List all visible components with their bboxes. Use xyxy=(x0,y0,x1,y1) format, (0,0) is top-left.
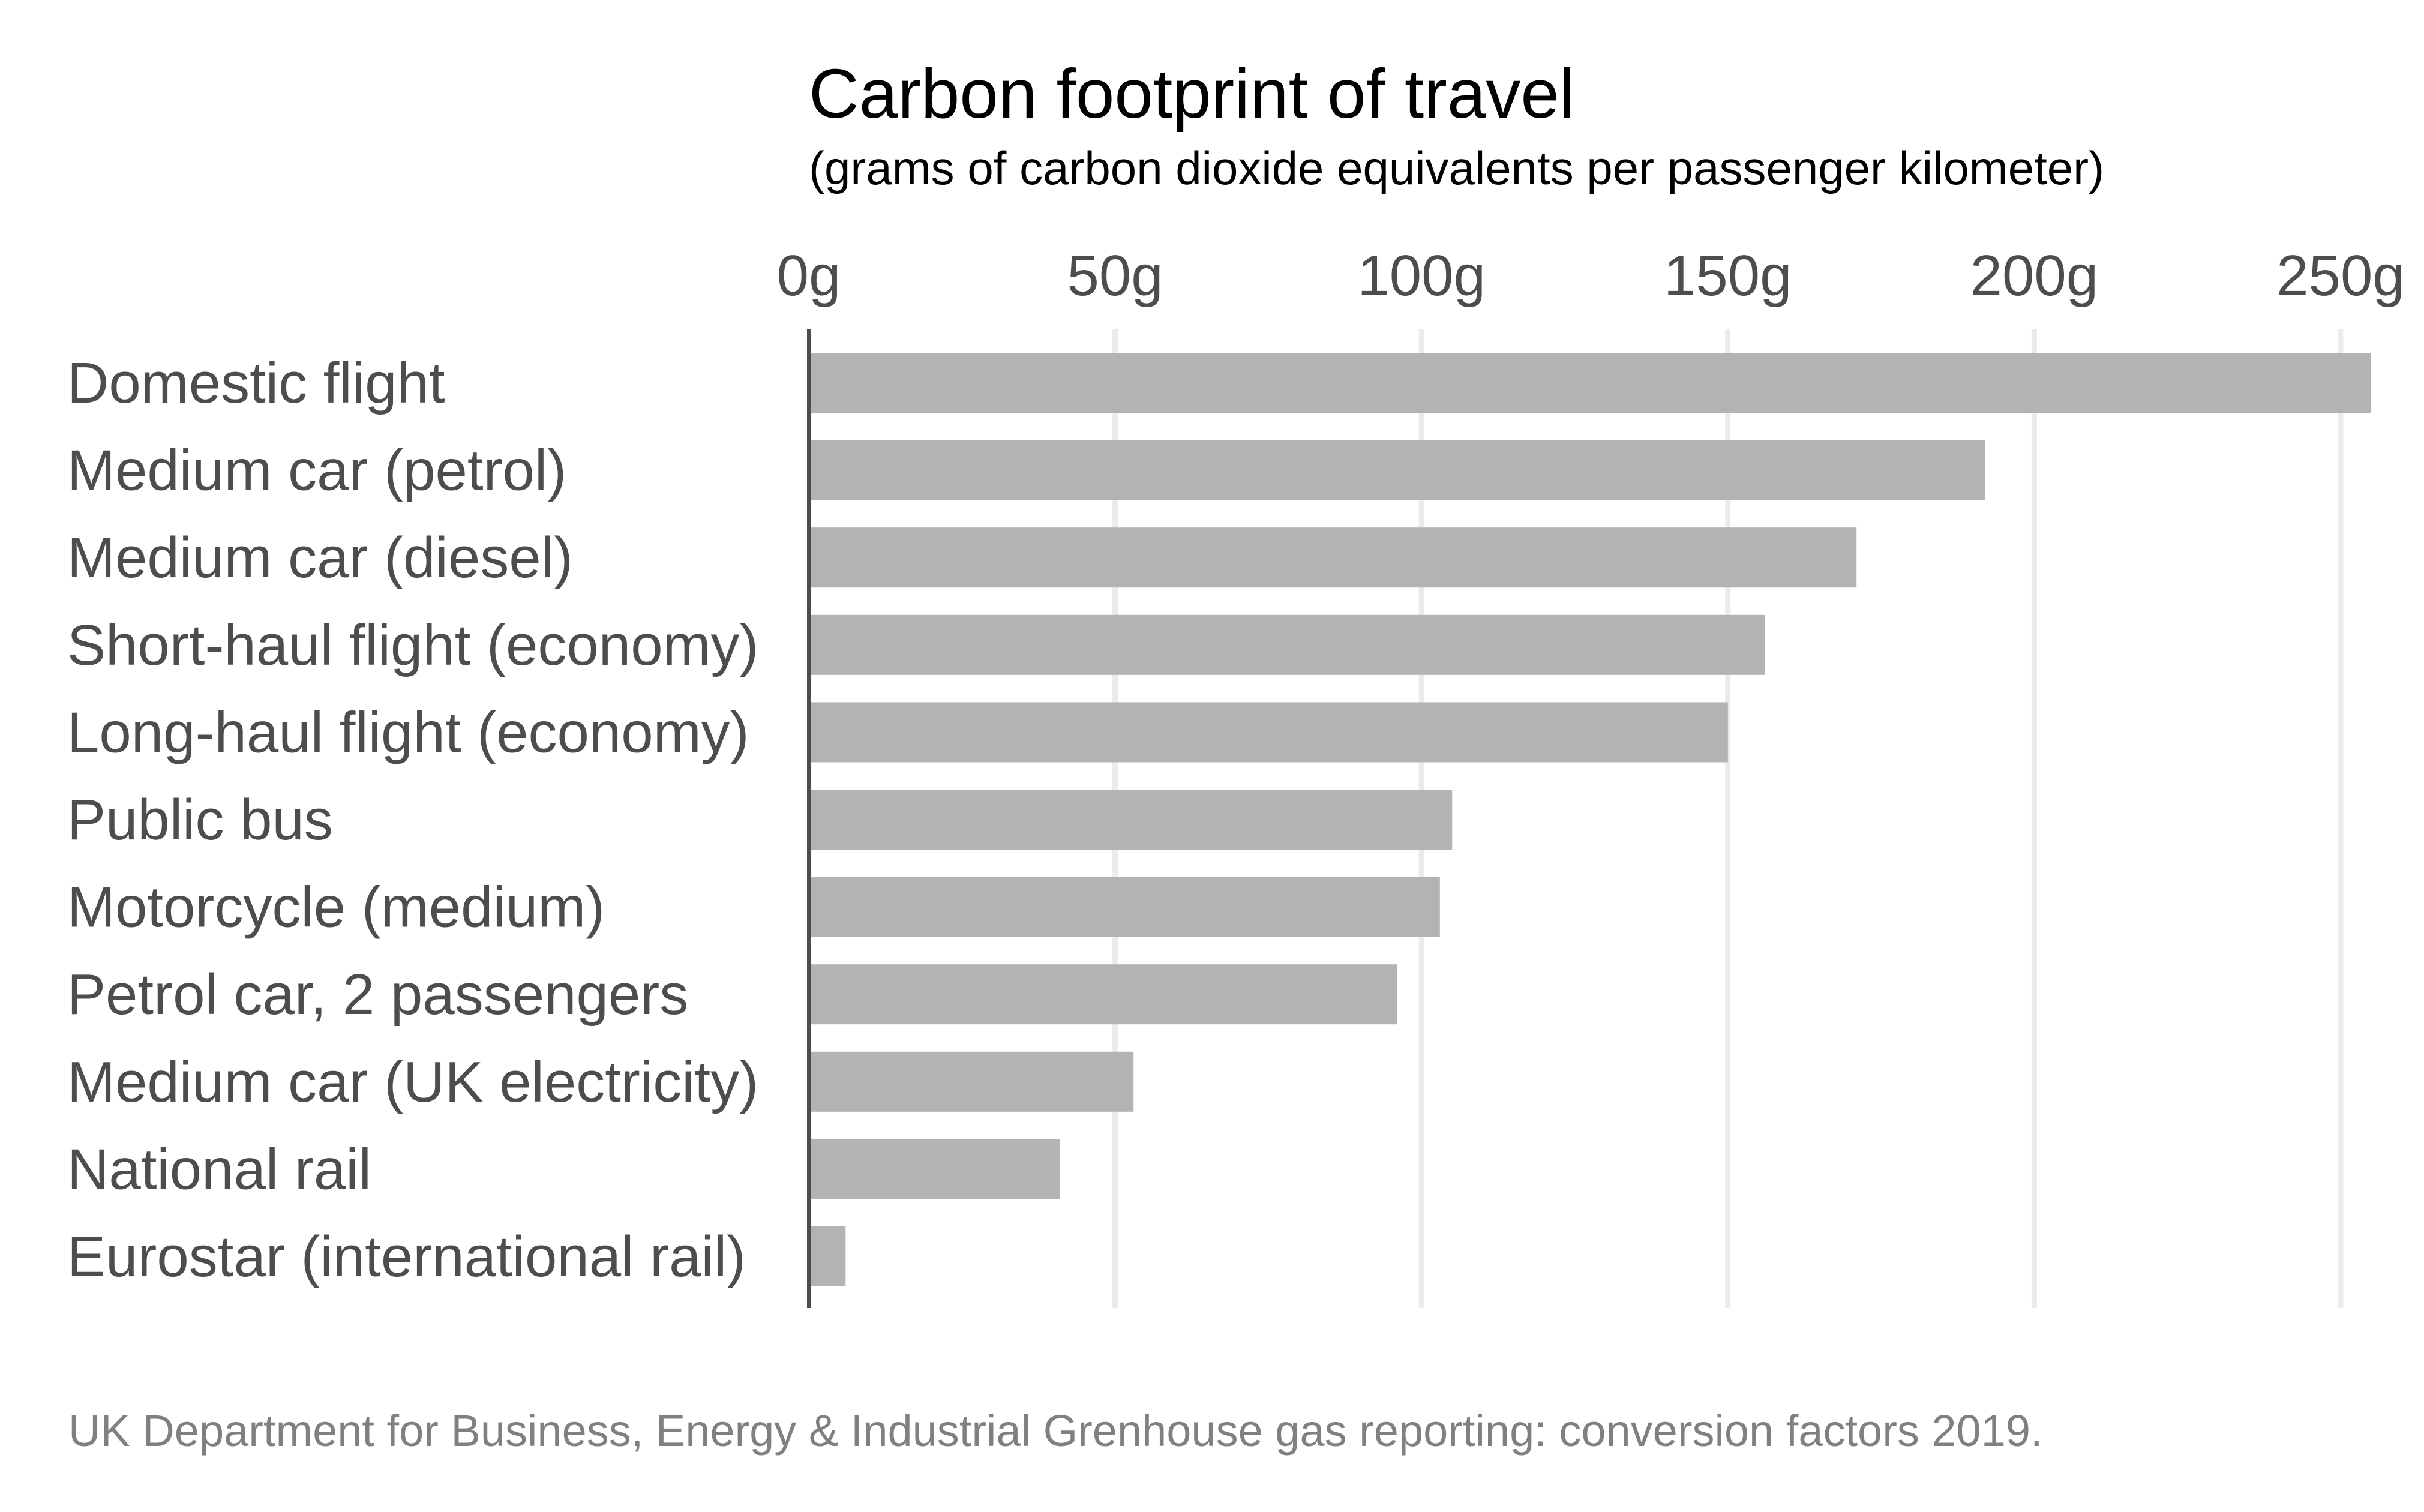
bar xyxy=(809,1139,1060,1199)
category-label: Motorcycle (medium) xyxy=(67,875,605,940)
bar xyxy=(809,614,1765,675)
category-label: Long-haul flight (economy) xyxy=(67,700,749,764)
bar xyxy=(809,1051,1134,1112)
x-tick-label: 0g xyxy=(777,244,841,308)
bar xyxy=(809,964,1397,1025)
category-label: Medium car (diesel) xyxy=(67,526,573,590)
x-tick-label: 200g xyxy=(1970,244,2099,308)
category-label: Medium car (UK electricity) xyxy=(67,1050,758,1114)
x-tick-label: 150g xyxy=(1664,244,1792,308)
bar xyxy=(809,527,1857,588)
chart-subtitle: (grams of carbon dioxide equivalents per… xyxy=(809,142,2104,194)
bar xyxy=(809,790,1453,850)
chart-caption: UK Department for Business, Energy & Ind… xyxy=(68,1406,2043,1456)
bar xyxy=(809,1226,846,1286)
category-label: National rail xyxy=(67,1137,371,1201)
x-tick-label: 250g xyxy=(2276,244,2405,308)
bar xyxy=(809,702,1728,763)
category-labels: Domestic flight Medium car (petrol) Medium… xyxy=(67,351,759,1289)
category-label: Petrol car, 2 passengers xyxy=(67,962,688,1027)
x-tick-label: 50g xyxy=(1067,244,1163,308)
category-label: Short-haul flight (economy) xyxy=(67,613,759,677)
x-tick-label: 100g xyxy=(1357,244,1486,308)
x-axis-ticks: 0g 50g 100g 150g 200g 250g xyxy=(777,244,2405,308)
bars xyxy=(809,353,2371,1286)
chart-title: Carbon footprint of travel xyxy=(809,55,1575,133)
category-label: Public bus xyxy=(67,788,333,852)
category-label: Medium car (petrol) xyxy=(67,439,566,503)
category-label: Domestic flight xyxy=(67,351,445,415)
bar xyxy=(809,877,1440,937)
bar xyxy=(809,353,2371,413)
category-label: Eurostar (international rail) xyxy=(67,1225,746,1289)
bar xyxy=(809,440,1985,500)
